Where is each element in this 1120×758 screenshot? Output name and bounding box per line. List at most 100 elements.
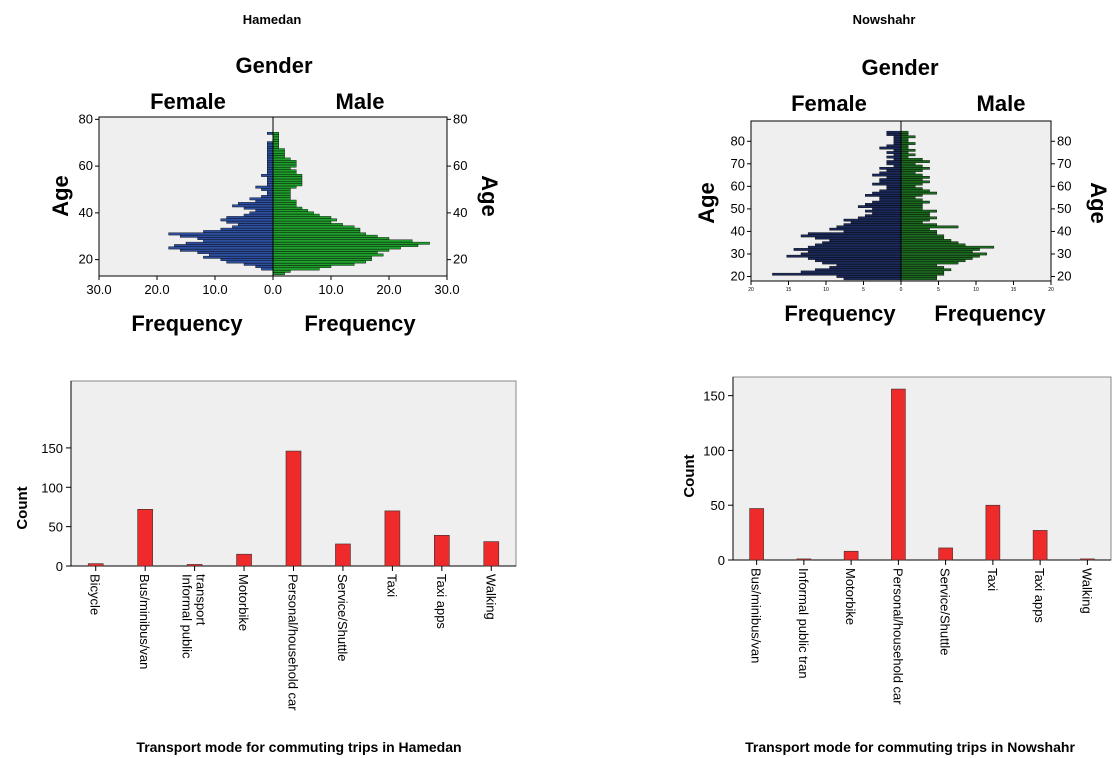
female-bar-age-41 xyxy=(255,209,274,212)
y-tick-label: 80 xyxy=(453,111,467,126)
male-bar-age-73 xyxy=(272,134,280,138)
male-bar-age-60 xyxy=(272,164,297,168)
y-tick-label: 60 xyxy=(453,158,467,173)
bar-bus-minibus-van xyxy=(749,508,764,561)
female-bar-age-65 xyxy=(872,173,902,177)
y-tick-label: 80 xyxy=(1057,133,1071,148)
female-bar-age-67 xyxy=(886,169,902,172)
male-bar-age-19 xyxy=(900,277,937,281)
x-tick-label: 15 xyxy=(1011,287,1017,293)
female-bar-age-67 xyxy=(267,148,274,152)
female-bar-age-74 xyxy=(893,153,902,157)
male-bar-age-74 xyxy=(272,131,280,135)
female-bar-age-44 xyxy=(850,221,902,224)
y-tick-label: 50 xyxy=(731,201,745,216)
female-bar-age-60 xyxy=(886,185,902,188)
female-bar-age-36 xyxy=(226,220,274,224)
y-tick-label: 40 xyxy=(453,205,467,220)
pyramid-nowshahr-frequency-right: Frequency xyxy=(934,301,1046,326)
male-bar-age-58 xyxy=(900,189,930,193)
y-tick-label: 20 xyxy=(79,252,93,267)
male-bar-age-17 xyxy=(272,265,332,269)
bar-taxi-apps xyxy=(1032,530,1048,561)
female-bar-age-35 xyxy=(822,241,902,245)
male-bar-age-45 xyxy=(272,199,297,203)
male-bar-age-77 xyxy=(900,146,909,150)
male-bar-age-39 xyxy=(272,213,320,217)
category-label: Taxi apps xyxy=(1032,568,1047,623)
female-bar-age-20 xyxy=(220,258,274,262)
male-bar-age-43 xyxy=(900,223,937,226)
male-bar-age-57 xyxy=(272,171,297,175)
y-tick-label: 40 xyxy=(731,223,745,238)
male-bar-age-25 xyxy=(900,263,937,267)
pyramid-nowshahr-age-label-left: Age xyxy=(694,182,719,224)
male-bar-age-53 xyxy=(900,200,930,204)
category-label: Service/Shuttle xyxy=(938,568,953,655)
male-bar-age-80 xyxy=(900,139,909,143)
male-bar-age-73 xyxy=(900,155,909,159)
male-bar-age-71 xyxy=(900,160,930,163)
male-bar-age-24 xyxy=(900,266,945,269)
y-tick-label: 50 xyxy=(1057,201,1071,216)
male-bar-age-48 xyxy=(272,192,291,196)
female-bar-age-31 xyxy=(807,250,902,254)
female-bar-age-21 xyxy=(772,272,902,276)
male-bar-age-14 xyxy=(272,272,285,276)
female-bar-age-19 xyxy=(226,260,274,264)
male-bar-age-56 xyxy=(900,194,923,197)
male-bar-age-26 xyxy=(272,244,419,247)
x-tick-label: 10.0 xyxy=(318,282,343,297)
male-bar-age-32 xyxy=(272,230,361,233)
female-bar-age-74 xyxy=(267,131,274,135)
female-bar-age-53 xyxy=(872,200,902,204)
male-bar-age-51 xyxy=(900,205,923,208)
female-bar-age-43 xyxy=(843,223,902,226)
x-tick-label: 5 xyxy=(937,287,940,293)
female-bar-age-56 xyxy=(865,194,902,197)
bar-walking xyxy=(483,541,500,567)
category-label: Bicycle xyxy=(88,574,103,615)
male-bar-age-37 xyxy=(272,218,337,222)
category-label: Taxi xyxy=(384,574,399,597)
category-label: Personal/household car xyxy=(286,574,301,711)
female-bar-age-25 xyxy=(836,263,902,267)
y-tick-label: 80 xyxy=(731,133,745,148)
female-bar-age-42 xyxy=(836,225,902,229)
male-bar-age-70 xyxy=(900,162,916,166)
female-bar-age-57 xyxy=(872,191,902,195)
category-label: Taxi apps xyxy=(434,574,449,629)
male-bar-age-74 xyxy=(900,153,916,157)
y-tick-label: 0 xyxy=(56,559,63,574)
bar-motorbike xyxy=(843,550,859,561)
male-bar-age-79 xyxy=(900,142,916,145)
female-bar-age-21 xyxy=(203,255,274,259)
y-tick-label: 50 xyxy=(49,520,63,535)
male-bar-age-42 xyxy=(900,225,959,229)
x-tick-label: 20.0 xyxy=(144,282,169,297)
x-tick-label: 0.0 xyxy=(264,282,282,297)
female-bar-age-61 xyxy=(872,182,902,186)
male-bar-age-55 xyxy=(900,196,916,199)
female-bar-age-47 xyxy=(261,195,274,198)
male-bar-age-72 xyxy=(272,136,280,140)
female-bar-age-55 xyxy=(879,196,902,199)
bar-chart-hamedan-ylabel: Count xyxy=(14,486,31,529)
male-bar-age-15 xyxy=(272,269,291,273)
male-bar-age-76 xyxy=(900,148,916,152)
male-bar-age-55 xyxy=(272,176,303,180)
female-bar-age-47 xyxy=(865,214,902,217)
bar-personal-household-car xyxy=(285,450,302,567)
x-tick-label: 20 xyxy=(748,287,754,293)
female-bar-age-46 xyxy=(249,197,274,201)
female-bar-age-25 xyxy=(168,246,274,250)
male-bar-age-43 xyxy=(272,204,297,208)
category-label: Informal public xyxy=(180,574,195,659)
male-bar-age-78 xyxy=(900,144,909,148)
female-bar-age-24 xyxy=(179,248,274,252)
male-bar-age-20 xyxy=(900,275,937,278)
female-bar-age-50 xyxy=(872,207,902,211)
male-bar-age-36 xyxy=(900,239,952,242)
